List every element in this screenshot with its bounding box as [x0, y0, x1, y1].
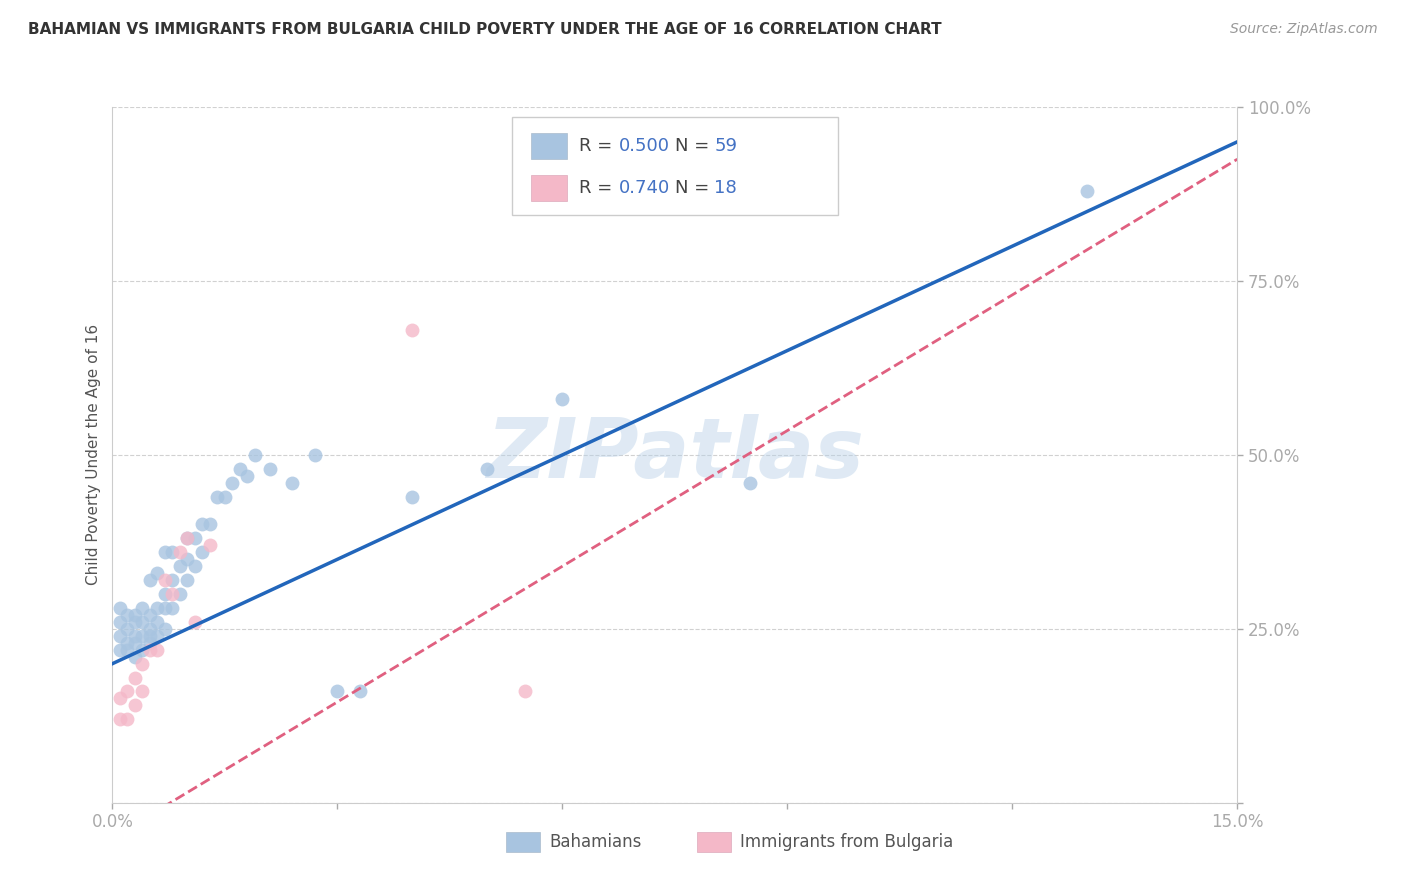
Point [131, 615, 153, 629]
Point [117, 636, 139, 650]
Point [117, 712, 139, 726]
Point [108, 712, 131, 726]
Point [184, 615, 207, 629]
Point [117, 684, 139, 698]
Point [131, 642, 153, 657]
Point [229, 462, 252, 476]
Y-axis label: Child Poverty Under the Age of 16: Child Poverty Under the Age of 16 [86, 325, 101, 585]
Point [146, 601, 169, 615]
Point [1076, 184, 1098, 198]
Bar [531, 133, 567, 159]
Point [176, 552, 198, 566]
Bar [506, 832, 540, 852]
Text: R =: R = [579, 137, 619, 155]
Point [139, 622, 162, 636]
Point [349, 684, 371, 698]
Text: N =: N = [675, 178, 714, 197]
Point [139, 573, 162, 587]
Point [153, 545, 176, 559]
Point [191, 517, 214, 532]
Text: 0.740: 0.740 [619, 178, 669, 197]
Point [198, 517, 221, 532]
Point [162, 587, 184, 601]
Point [176, 573, 198, 587]
Point [108, 691, 131, 706]
Point [146, 615, 169, 629]
Point [108, 629, 131, 643]
Point [243, 448, 266, 462]
Point [153, 587, 176, 601]
Point [108, 642, 131, 657]
Point [207, 490, 229, 504]
Point [551, 392, 574, 407]
Point [169, 545, 191, 559]
Point [139, 607, 162, 622]
Point [184, 532, 207, 546]
Point [162, 545, 184, 559]
Point [477, 462, 499, 476]
Bar [531, 175, 567, 201]
Point [169, 587, 191, 601]
Point [153, 573, 176, 587]
Point [259, 462, 281, 476]
Point [162, 573, 184, 587]
Point [139, 636, 162, 650]
Text: R =: R = [579, 178, 619, 197]
Text: Bahamians: Bahamians [548, 833, 641, 851]
Point [191, 545, 214, 559]
Point [146, 642, 169, 657]
Point [221, 475, 243, 490]
Point [124, 671, 146, 685]
Point [108, 615, 131, 629]
Point [117, 642, 139, 657]
Point [124, 607, 146, 622]
Text: 0.500: 0.500 [619, 137, 669, 155]
Point [401, 323, 423, 337]
Point [169, 559, 191, 574]
Point [146, 629, 169, 643]
Point [139, 642, 162, 657]
Point [131, 684, 153, 698]
Text: 59: 59 [714, 137, 737, 155]
Text: BAHAMIAN VS IMMIGRANTS FROM BULGARIA CHILD POVERTY UNDER THE AGE OF 16 CORRELATI: BAHAMIAN VS IMMIGRANTS FROM BULGARIA CHI… [28, 22, 942, 37]
Text: Immigrants from Bulgaria: Immigrants from Bulgaria [740, 833, 953, 851]
Point [153, 601, 176, 615]
Point [131, 629, 153, 643]
Point [108, 601, 131, 615]
Text: 18: 18 [714, 178, 737, 197]
Point [162, 601, 184, 615]
Point [124, 649, 146, 664]
Point [513, 684, 536, 698]
Point [738, 475, 761, 490]
Bar [697, 832, 731, 852]
Point [139, 629, 162, 643]
Point [124, 636, 146, 650]
Text: Source: ZipAtlas.com: Source: ZipAtlas.com [1230, 22, 1378, 37]
Point [153, 622, 176, 636]
Point [281, 475, 304, 490]
Point [176, 532, 198, 546]
Point [198, 538, 221, 552]
Point [326, 684, 349, 698]
Point [117, 607, 139, 622]
Text: N =: N = [675, 137, 714, 155]
Point [131, 657, 153, 671]
Point [131, 601, 153, 615]
Point [146, 566, 169, 581]
Point [124, 615, 146, 629]
Point [304, 448, 326, 462]
Point [124, 629, 146, 643]
Point [401, 490, 423, 504]
Point [117, 622, 139, 636]
Point [124, 698, 146, 713]
Text: ZIPatlas: ZIPatlas [486, 415, 863, 495]
Point [184, 559, 207, 574]
Point [176, 532, 198, 546]
FancyBboxPatch shape [512, 118, 838, 215]
Point [236, 468, 259, 483]
Point [214, 490, 236, 504]
